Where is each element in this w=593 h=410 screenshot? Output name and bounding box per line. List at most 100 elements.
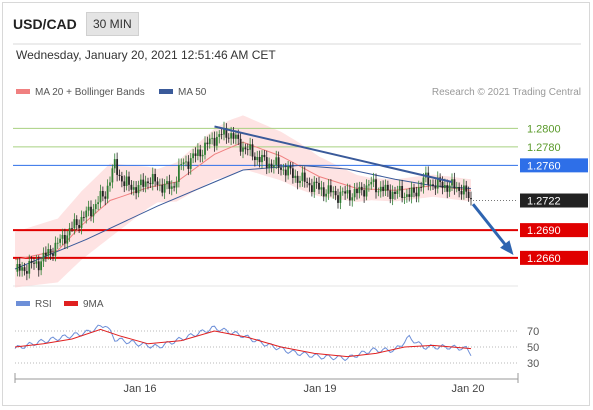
candle-body	[353, 189, 356, 198]
candle-body	[154, 173, 157, 182]
candle-body	[363, 190, 366, 197]
candle-body	[85, 210, 88, 218]
candle-body	[296, 175, 299, 183]
candle-body	[256, 156, 259, 161]
candle-body	[244, 147, 247, 150]
candle-body	[111, 168, 114, 183]
support-level-label: 1.2660	[527, 253, 561, 265]
candle-body	[294, 175, 297, 178]
candle-body	[149, 183, 152, 185]
candle-body	[213, 137, 216, 146]
pivot-level-tag	[520, 158, 588, 173]
candle-body	[417, 187, 420, 197]
candle-body	[301, 172, 304, 181]
candle-body	[232, 133, 235, 139]
rsi-ma-legend-label: 9MA	[83, 299, 104, 310]
candle-body	[339, 191, 342, 203]
candle-body	[391, 191, 394, 199]
candle-body	[44, 252, 47, 256]
candle-body	[410, 187, 413, 197]
rsi-panel: 70 50 30	[14, 324, 539, 370]
rsi-legend-swatch	[16, 301, 30, 306]
candle-body	[68, 228, 71, 236]
candle-body	[451, 179, 453, 186]
candle-body	[123, 181, 126, 187]
candle-body	[75, 219, 78, 226]
trendline	[214, 125, 514, 255]
candle-body	[401, 185, 404, 198]
bollinger-band-fill	[15, 115, 471, 288]
candle-body	[270, 163, 273, 168]
candle-body	[196, 149, 199, 156]
candle-body	[308, 182, 311, 186]
price-panel: 1.2800 1.2780 1.2760 1.2722 1.2690 1.2660	[13, 115, 588, 288]
candle-body	[403, 196, 406, 198]
candle-body	[128, 176, 130, 185]
candle-body	[204, 142, 206, 155]
candle-body	[80, 216, 83, 228]
candle-body	[448, 185, 451, 192]
candle-body	[382, 186, 385, 192]
candle-body	[329, 185, 332, 193]
candle-body	[130, 184, 133, 190]
rsi-legend-label: RSI	[35, 299, 52, 310]
ma50-legend-swatch	[159, 89, 173, 94]
candle-body	[94, 204, 97, 210]
candle-body	[28, 260, 31, 274]
candle-body	[275, 157, 278, 166]
bollinger-legend-swatch	[16, 89, 30, 94]
candle-body	[389, 190, 392, 199]
candle-body	[467, 191, 470, 199]
candle-body	[253, 156, 256, 161]
candle-body	[59, 238, 62, 243]
candle-body	[175, 181, 178, 188]
time-tick-label: Jan 19	[303, 383, 336, 395]
candle-body	[16, 264, 19, 272]
resistance-trendline	[214, 125, 453, 183]
candle-body	[462, 185, 465, 195]
candle-body	[135, 187, 138, 194]
candle-body	[151, 173, 154, 185]
candle-body	[263, 154, 266, 158]
candle-body	[365, 185, 368, 197]
candle-body	[287, 166, 290, 176]
candle-body	[291, 168, 294, 178]
current-level-tag	[520, 193, 588, 208]
candle-body	[109, 182, 111, 186]
time-tick-label: Jan 16	[123, 383, 156, 395]
candle-body	[218, 134, 221, 137]
timeframe-button[interactable]: 30 MIN	[86, 12, 139, 36]
candle-body	[21, 267, 24, 271]
candle-body	[189, 158, 192, 169]
candle-body	[125, 176, 128, 187]
candle-body	[377, 191, 380, 193]
candle-body	[261, 154, 263, 163]
candle-body	[332, 190, 335, 193]
candle-body	[282, 169, 285, 171]
candle-body	[180, 164, 183, 165]
candle-body	[147, 181, 149, 184]
candle-body	[220, 134, 223, 135]
chart-header: USD/CAD 30 MIN	[3, 3, 589, 43]
key-levels	[13, 127, 518, 259]
candle-body	[215, 136, 218, 146]
current-level-label: 1.2722	[527, 196, 561, 208]
candle-body	[341, 191, 344, 193]
candle-body	[258, 156, 261, 163]
rsi-ma-line	[14, 328, 472, 358]
candle-body	[199, 149, 202, 157]
candle-body	[313, 181, 316, 192]
candle-body	[192, 153, 195, 159]
candle-body	[334, 190, 337, 196]
candle-body	[177, 164, 180, 182]
candle-body	[25, 271, 28, 274]
candle-body	[280, 167, 282, 170]
forecast-arrow	[471, 203, 513, 253]
candle-body	[351, 197, 354, 201]
candle-body	[163, 183, 166, 193]
candle-body	[465, 185, 468, 192]
candle-body	[185, 161, 187, 163]
candle-body	[386, 184, 389, 191]
candle-body	[52, 253, 54, 256]
candle-body	[398, 185, 401, 191]
